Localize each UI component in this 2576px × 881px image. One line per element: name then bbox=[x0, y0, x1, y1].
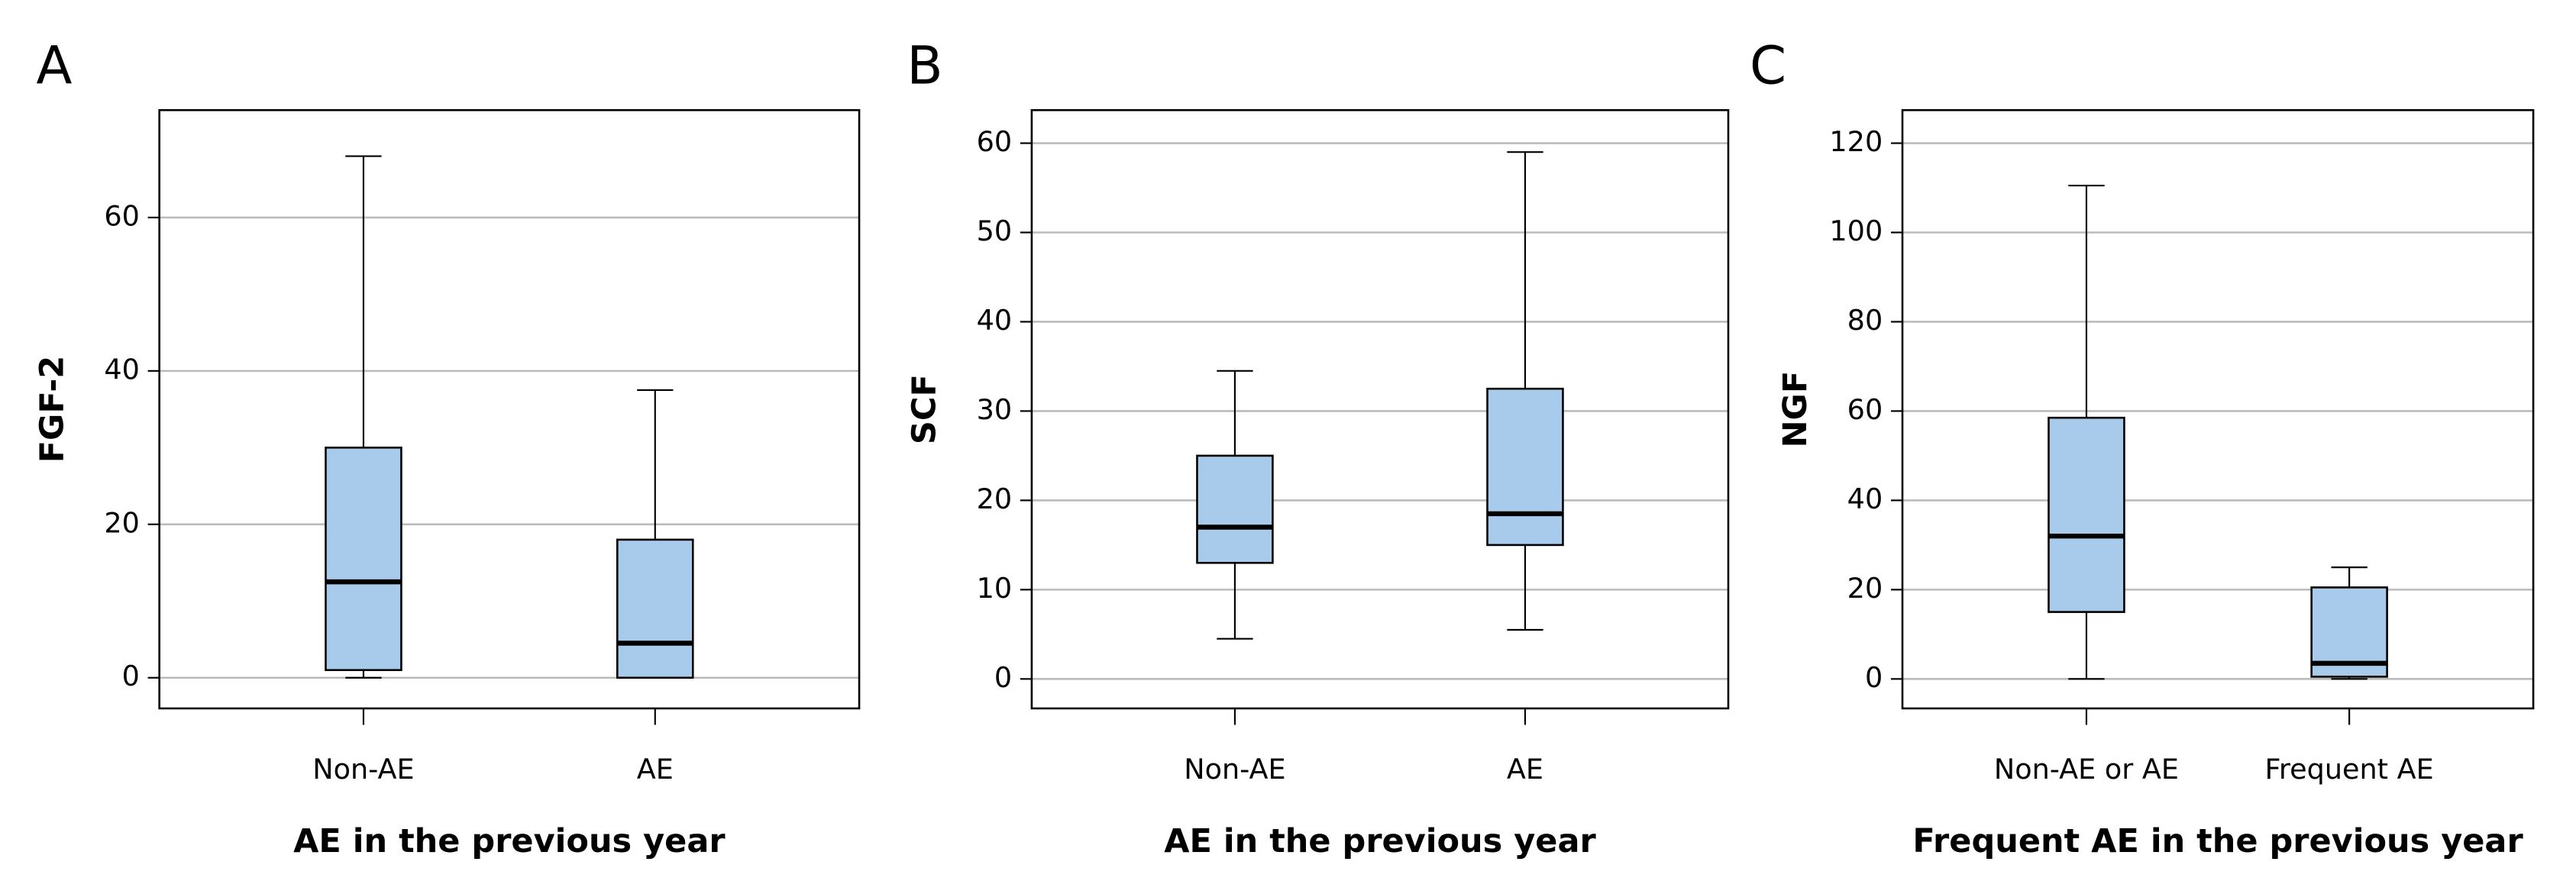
y-tick-label: 0 bbox=[994, 661, 1012, 694]
y-axis-title: NGF bbox=[1776, 371, 1815, 448]
box bbox=[1486, 387, 1564, 547]
box bbox=[325, 447, 402, 671]
y-tick-label: 20 bbox=[977, 482, 1013, 515]
y-tick-label: 40 bbox=[1847, 482, 1883, 515]
y-tick-label: 60 bbox=[977, 125, 1013, 158]
y-axis-title: SCF bbox=[906, 374, 944, 444]
x-axis-title: AE in the previous year bbox=[293, 822, 726, 860]
x-tick-label: Non-AE bbox=[312, 753, 414, 786]
panel-label: A bbox=[36, 35, 72, 96]
y-tick-label: 40 bbox=[104, 353, 140, 386]
y-tick-label: 40 bbox=[977, 304, 1013, 337]
box bbox=[616, 538, 694, 679]
y-tick-label: 20 bbox=[104, 506, 140, 539]
y-tick-label: 20 bbox=[1847, 572, 1883, 605]
y-tick-label: 0 bbox=[1865, 661, 1883, 694]
y-tick-label: 50 bbox=[977, 215, 1013, 247]
panel-label: B bbox=[907, 35, 942, 96]
box bbox=[1196, 454, 1274, 564]
x-tick-label: AE bbox=[1507, 753, 1543, 786]
plot-frame bbox=[1901, 108, 2535, 710]
plot-frame bbox=[158, 108, 861, 710]
y-tick-label: 80 bbox=[1847, 304, 1883, 337]
x-axis-title: AE in the previous year bbox=[1164, 822, 1596, 860]
panel-label: C bbox=[1750, 35, 1786, 96]
y-tick-label: 100 bbox=[1829, 215, 1883, 247]
x-tick-label: Non-AE or AE bbox=[1994, 753, 2179, 786]
x-axis-title: Frequent AE in the previous year bbox=[1912, 822, 2523, 860]
x-tick-label: Frequent AE bbox=[2265, 753, 2434, 786]
plot-frame bbox=[1030, 108, 1730, 710]
y-tick-label: 0 bbox=[122, 660, 140, 692]
y-tick-label: 30 bbox=[977, 393, 1013, 426]
y-tick-label: 120 bbox=[1829, 125, 1883, 158]
x-tick-label: Non-AE bbox=[1184, 753, 1285, 786]
y-tick-label: 60 bbox=[104, 199, 140, 232]
y-axis-title: FGF-2 bbox=[33, 356, 71, 463]
box bbox=[2048, 416, 2125, 613]
y-tick-label: 10 bbox=[977, 572, 1013, 605]
x-tick-label: AE bbox=[637, 753, 674, 786]
y-tick-label: 60 bbox=[1847, 393, 1883, 426]
